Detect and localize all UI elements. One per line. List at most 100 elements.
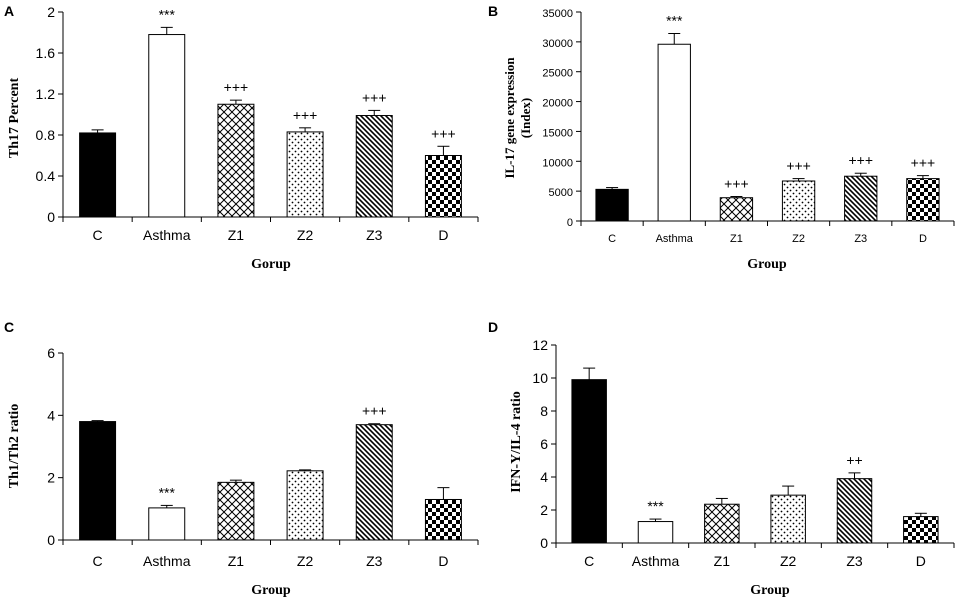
panel-d-category-label: Z1 [714,553,731,569]
panel-b-x-axis-label: Group [747,257,787,272]
panel-a-y-tick-label: 0 [47,209,55,225]
panel-d-y-tick-label: 2 [540,502,548,518]
panel-b-significance-label: *** [666,12,683,28]
panel-a-y-tick-label: 1.6 [36,45,56,61]
panel-b-chart: B IL-17 gene expression (Index) Group 0 5… [488,3,955,272]
panel-d-significance-label: *** [647,498,664,514]
panel-b-y-tick-label: 0 [567,217,573,229]
panel-c-category-label: D [438,553,448,569]
panel-b-bar-z2 [781,180,816,222]
panel-a-significance-label: +++ [224,79,249,95]
panel-d-letter: D [488,319,498,335]
panel-d-category-label: C [584,553,594,569]
panel-a-significance-label: +++ [362,89,387,105]
panel-d-chart: D IFN-Y/IL-4 ratio Group 0 2 4 6 8 10 12 C *** As… [488,319,955,598]
panel-c-significance-label: *** [159,484,176,500]
panel-c-bar-c [79,421,117,541]
panel-c-y-tick-label: 0 [47,532,55,548]
panel-b-significance-label: +++ [724,176,749,192]
panel-d-y-tick-label: 4 [540,469,548,485]
panel-a-bar-asthma [148,34,186,218]
panel-b-bar-asthma [657,43,691,222]
panel-b-y-tick-label: 15000 [542,127,573,139]
panel-a-chart: A Th17 Percent Gorup 0 0.4 0.8 1.2 1.6 2 C *** A… [4,3,479,272]
panel-b-bar-z1 [719,197,754,222]
panel-b-significance-label: +++ [911,155,936,171]
panel-c-significance-label: +++ [362,403,387,419]
panel-a-y-tick-label: 2 [47,4,55,20]
panel-d-category-label: Asthma [632,553,680,569]
panel-a-y-tick-label: 0.8 [36,127,56,143]
panel-d-y-tick-label: 10 [532,370,548,386]
panel-d-category-label: Z3 [846,553,863,569]
panel-d-bar-z2 [770,494,806,544]
panel-b-y-tick-label: 10000 [542,157,573,169]
panel-c-category-label: Z2 [297,553,314,569]
panel-c-y-tick-label: 2 [47,470,55,486]
panel-b-category-label: Z2 [792,233,805,245]
panel-d-significance-label: ++ [846,452,862,468]
panel-a-category-label: Z2 [297,227,314,243]
panel-d-y-tick-label: 8 [540,403,548,419]
panel-c-letter: C [4,319,14,335]
panel-c-chart: C Th1/Th2 ratio Group 0 2 4 6 C *** Asthma Z1 Z2… [4,319,479,598]
panel-a-significance-label: +++ [431,125,456,141]
panel-b-bar-z3 [844,175,878,222]
panel-b-bar-c [595,188,629,222]
panel-b-y-tick-label: 20000 [542,98,573,110]
panel-c-y-tick-label: 4 [47,407,55,423]
panel-c-x-axis-label: Group [251,583,291,598]
panel-d-bar-z3 [836,478,873,544]
panel-a-y-tick-label: 1.2 [36,86,56,102]
panel-b-y-tick-label: 5000 [549,187,573,199]
panel-a-category-label: Z1 [228,227,245,243]
panel-d-bar-c [571,379,607,544]
panel-a-category-label: Asthma [143,227,191,243]
panel-c-category-label: Z1 [228,553,245,569]
panel-a-x-axis-label: Gorup [251,257,291,272]
panel-a-category-label: Z3 [366,227,383,243]
panel-a-bar-z3 [355,115,393,218]
panel-d-y-tick-label: 6 [540,436,548,452]
panel-b-y-axis-label-line1: IL-17 gene expression [502,57,517,179]
panel-b-y-axis-label-line2: (Index) [518,98,533,138]
panel-c-category-label: Asthma [143,553,191,569]
panel-c-bar-d [424,498,462,541]
panel-a-significance-label: +++ [293,107,318,123]
panel-b-category-label: D [919,233,927,245]
panel-d-y-tick-label: 12 [532,337,548,353]
panel-a-category-label: C [93,227,103,243]
panel-d-bar-asthma [637,521,674,544]
panel-b-category-label: Z3 [854,233,867,245]
panel-c-bar-z2 [286,470,324,541]
panel-c-bar-asthma [148,507,186,541]
panel-a-category-label: D [438,227,448,243]
panel-d-y-axis-label: IFN-Y/IL-4 ratio [509,391,524,493]
panel-b-category-label: C [608,233,616,245]
panel-d-bar-z1 [704,503,740,544]
panel-b-letter: B [488,3,498,19]
panel-c-category-label: Z3 [366,553,383,569]
panel-b-y-tick-label: 25000 [542,68,573,80]
panel-b-y-tick-label: 35000 [542,8,573,20]
panel-c-bar-z3 [355,424,393,541]
panel-d-x-axis-label: Group [750,583,790,598]
panel-a-bar-c [79,132,117,218]
panel-a-y-axis-label: Th17 Percent [7,78,22,159]
panel-c-category-label: C [93,553,103,569]
panel-b-bar-d [906,178,940,222]
panel-b-significance-label: +++ [848,152,873,168]
panel-a-bar-z1 [217,103,255,218]
panel-a-letter: A [4,3,14,19]
panel-a-y-tick-label: 0.4 [36,168,56,184]
panel-b-y-tick-label: 30000 [542,38,573,50]
panel-a-bar-d [424,155,462,218]
panel-c-y-tick-label: 6 [47,345,55,361]
panel-b-category-label: Asthma [656,233,694,245]
panel-b-category-label: Z1 [730,233,743,245]
panel-d-y-tick-label: 0 [540,535,548,551]
panel-c-bar-z1 [217,481,255,541]
panel-a-bar-z2 [286,131,324,218]
panel-d-category-label: Z2 [780,553,797,569]
